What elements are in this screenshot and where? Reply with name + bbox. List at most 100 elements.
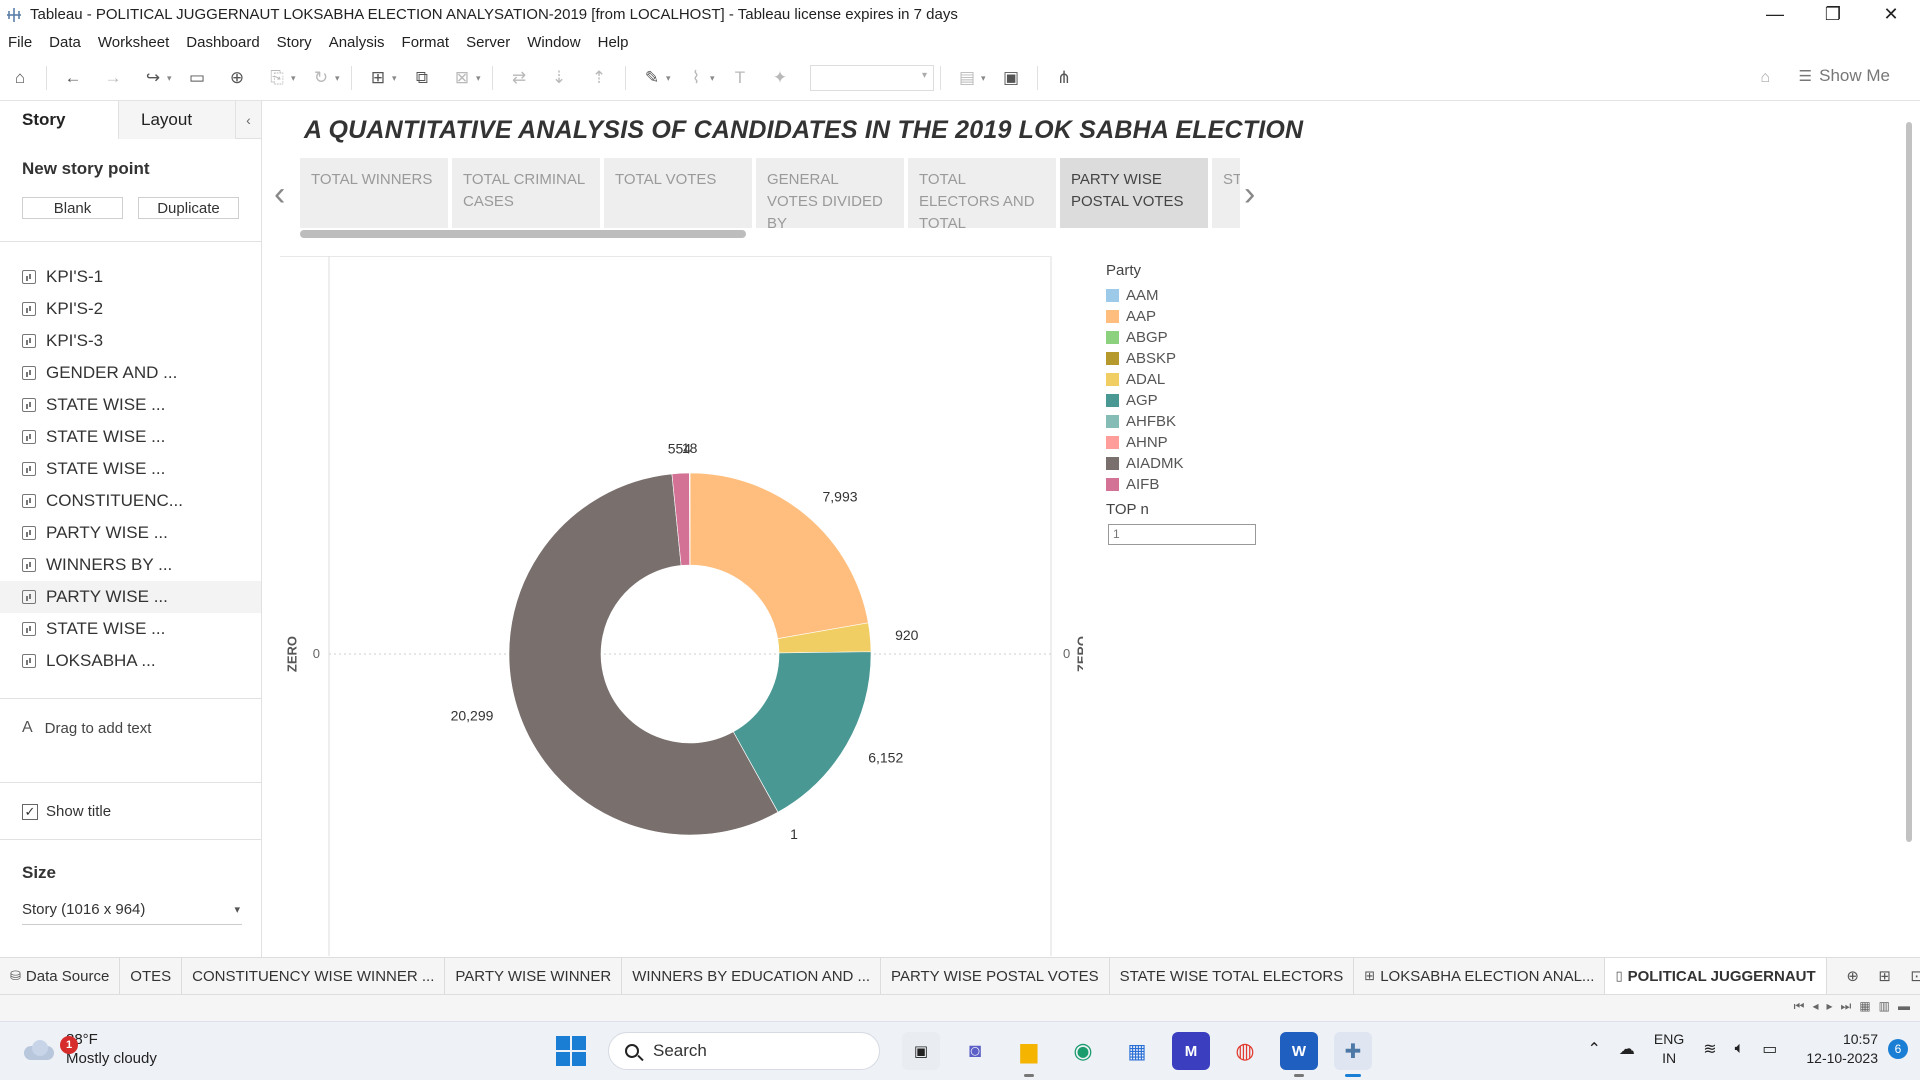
top-n-input[interactable]: 1 (1108, 524, 1256, 545)
onedrive-icon[interactable]: ☁ (1618, 1041, 1635, 1058)
sheet-tab[interactable]: OTES (120, 957, 183, 995)
drag-to-add-text[interactable]: A Drag to add text (22, 719, 151, 737)
chevron-down-icon[interactable]: ▾ (392, 72, 397, 83)
pin-icon[interactable]: ✦ (772, 68, 788, 87)
donut-slice-aiadmk[interactable] (508, 473, 779, 836)
meet-icon[interactable]: ◙ (968, 1039, 982, 1062)
duplicate-sheet-icon[interactable]: ⧉ (415, 68, 429, 87)
sheet-tab[interactable]: CONSTITUENCY WISE WINNER ... (182, 957, 446, 995)
sort-ascending-icon[interactable]: ⇣ (551, 68, 567, 87)
menu-file[interactable]: File (8, 34, 33, 51)
mcafee-icon[interactable]: M (1172, 1032, 1210, 1070)
clock[interactable]: 10:57 12-10-2023 (1806, 1030, 1878, 1068)
chevron-down-icon[interactable]: ▾ (710, 72, 715, 83)
tableau-taskbar-icon[interactable]: ✚ (1334, 1032, 1372, 1077)
group-icon[interactable]: ⌇ (691, 68, 701, 87)
sheet-item[interactable]: PARTY WISE ... (0, 517, 261, 549)
menu-worksheet[interactable]: Worksheet (97, 34, 170, 51)
refresh-icon[interactable]: ↻ (313, 68, 329, 87)
close-button[interactable]: ✕ (1883, 4, 1899, 24)
legend-item-ahnp[interactable]: AHNP (1106, 432, 1266, 453)
legend-item-abskp[interactable]: ABSKP (1106, 348, 1266, 369)
chevron-down-icon[interactable]: ▾ (335, 72, 340, 83)
sheet-item[interactable]: STATE WISE ... (0, 421, 261, 453)
chevron-down-icon[interactable]: ▾ (291, 72, 296, 83)
replay-icon[interactable]: ↪ (145, 68, 161, 87)
next-story-point-icon[interactable]: › (1244, 175, 1256, 213)
sheet-item[interactable]: KPI'S-3 (0, 325, 261, 357)
legend-item-aam[interactable]: AAM (1106, 285, 1266, 306)
chevron-down-icon[interactable]: ▾ (167, 72, 172, 83)
checkmark-icon[interactable]: ✓ (22, 803, 38, 820)
sheet-tab[interactable]: WINNERS BY EDUCATION AND ... (622, 957, 882, 995)
file-explorer-icon[interactable]: ▆ (1010, 1032, 1048, 1077)
home-icon[interactable]: ⌂ (14, 68, 26, 87)
story-point-general-votes[interactable]: GENERAL VOTES DIVIDED BY (756, 158, 904, 228)
sheet-item[interactable]: CONSTITUENC... (0, 485, 261, 517)
save-icon[interactable]: ▭ (188, 68, 206, 87)
battery-icon[interactable]: ▭ (1762, 1041, 1778, 1058)
legend-item-aap[interactable]: AAP (1106, 306, 1266, 327)
highlight-icon[interactable]: ✎ (644, 68, 660, 87)
tabs-view-icon[interactable]: ▬ (1898, 999, 1910, 1013)
sheet-tab[interactable]: PARTY WISE WINNER (445, 957, 623, 995)
volume-icon[interactable]: 🔈︎ (1734, 1040, 1745, 1057)
weather-widget[interactable]: 1 88°F Mostly cloudy (22, 1030, 157, 1068)
sheet-item[interactable]: STATE WISE ... (0, 613, 261, 645)
chevron-down-icon[interactable]: ▾ (666, 72, 671, 83)
new-data-source-icon[interactable]: ⊕ (229, 68, 245, 87)
tab-layout[interactable]: Layout (118, 101, 236, 139)
legend-item-abgp[interactable]: ABGP (1106, 327, 1266, 348)
vertical-scrollbar[interactable] (1906, 122, 1912, 842)
chrome-icon[interactable]: ◍ (1235, 1038, 1255, 1063)
story-points-scrollbar[interactable] (300, 230, 746, 238)
dashboard-tab[interactable]: ⊞ LOKSABHA ELECTION ANAL... (1354, 957, 1606, 995)
sheet-item[interactable]: PARTY WISE ... (0, 581, 261, 613)
store-icon[interactable]: ▦ (1127, 1040, 1147, 1063)
chevron-down-icon[interactable]: ▾ (981, 72, 986, 83)
new-sheet-icon[interactable]: ⊞ (370, 68, 386, 87)
undo-icon[interactable]: ← (64, 68, 82, 87)
sheet-item[interactable]: STATE WISE ... (0, 389, 261, 421)
sheet-item[interactable]: STATE WISE ... (0, 453, 261, 485)
task-view-icon[interactable]: ▣ (902, 1032, 940, 1070)
new-dashboard-icon[interactable]: ⊞ (1878, 968, 1891, 985)
chevron-down-icon[interactable]: ▾ (476, 72, 481, 83)
share-icon[interactable]: ⋔ (1056, 68, 1072, 87)
menu-analysis[interactable]: Analysis (328, 34, 385, 51)
menu-story[interactable]: Story (276, 34, 312, 51)
first-sheet-icon[interactable]: ⏮ (1793, 999, 1805, 1013)
sheet-item[interactable]: GENDER AND ... (0, 357, 261, 389)
legend-item-ahfbk[interactable]: AHFBK (1106, 411, 1266, 432)
collapse-pane-icon[interactable]: ‹ (236, 101, 261, 138)
new-worksheet-icon[interactable]: ⊕ (1846, 968, 1859, 985)
taskbar-search[interactable]: Search (608, 1032, 880, 1070)
previous-story-point-icon[interactable]: ‹ (274, 175, 286, 213)
format-brush-icon[interactable]: ⌂ (1760, 69, 1770, 86)
new-story-icon[interactable]: ⊡ (1910, 968, 1920, 985)
legend-item-aifb[interactable]: AIFB (1106, 474, 1266, 495)
language-indicator[interactable]: ENG IN (1654, 1030, 1684, 1068)
blank-button[interactable]: Blank (22, 197, 123, 219)
story-point-total-votes[interactable]: TOTAL VOTES (604, 158, 752, 228)
chevron-up-icon[interactable]: ⌃ (1587, 1041, 1601, 1058)
swap-icon[interactable]: ⇄ (511, 68, 527, 87)
story-point-state-wise[interactable]: ST W (1212, 158, 1240, 228)
windows-start-icon[interactable] (556, 1036, 586, 1066)
next-sheet-icon[interactable]: ▸ (1826, 999, 1833, 1013)
legend-item-aiadmk[interactable]: AIADMK (1106, 453, 1266, 474)
previous-sheet-icon[interactable]: ◂ (1812, 999, 1819, 1013)
size-dropdown[interactable]: Story (1016 x 964) (22, 901, 242, 925)
fit-select[interactable] (810, 65, 934, 91)
filmstrip-icon[interactable]: ▦ (1859, 999, 1871, 1013)
wifi-icon[interactable]: ≋ (1703, 1041, 1717, 1058)
minimize-button[interactable]: — (1766, 4, 1784, 24)
pause-updates-icon[interactable]: ⎘ (270, 68, 284, 87)
labels-icon[interactable]: T (734, 68, 746, 87)
tab-story[interactable]: Story (0, 101, 118, 139)
sheet-sorter-icon[interactable]: ▥ (1878, 999, 1890, 1013)
data-source-tab[interactable]: ⛁ Data Source (0, 957, 121, 995)
donut-slice-aap[interactable] (689, 472, 869, 640)
sort-descending-icon[interactable]: ⇡ (591, 68, 607, 87)
show-me-button[interactable]: ☰ Show Me (1799, 66, 1890, 86)
